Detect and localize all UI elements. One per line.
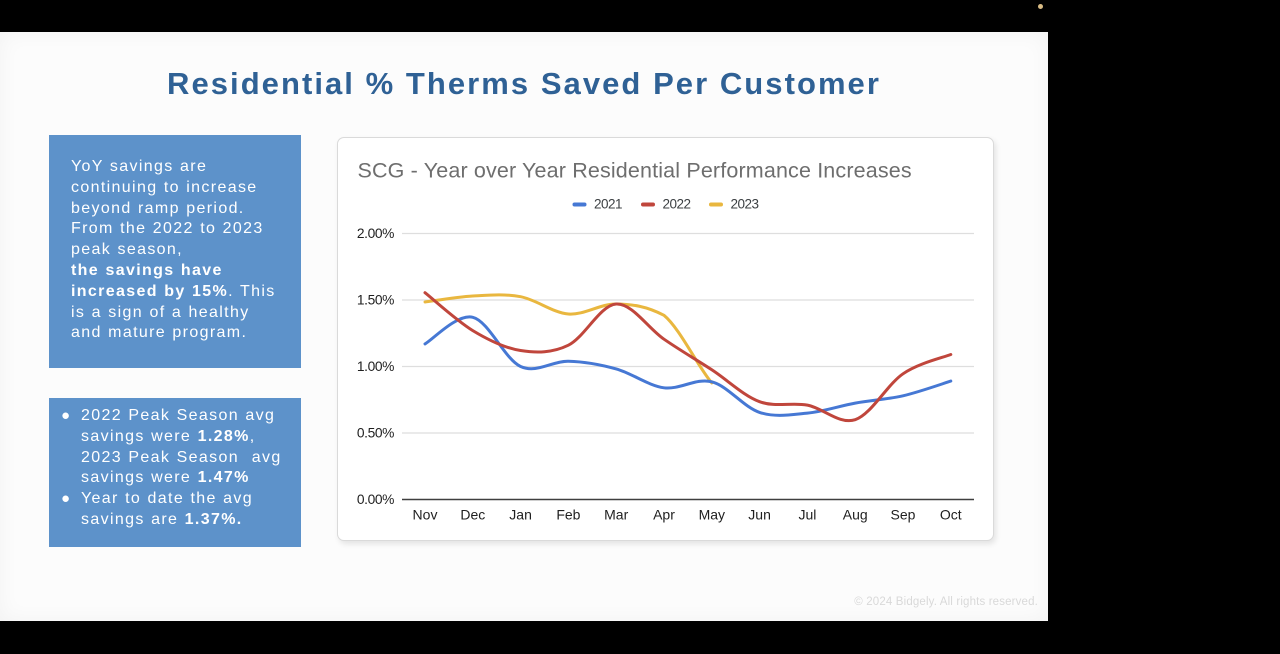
svg-text:Nov: Nov	[413, 507, 438, 523]
svg-text:May: May	[699, 507, 725, 523]
svg-text:Jul: Jul	[798, 507, 816, 523]
svg-text:Jun: Jun	[748, 507, 771, 523]
svg-text:Apr: Apr	[653, 507, 675, 523]
svg-text:0.50%: 0.50%	[357, 426, 394, 441]
svg-text:2021: 2021	[594, 197, 622, 212]
svg-text:SCG - Year over Year Residenti: SCG - Year over Year Residential Perform…	[358, 159, 912, 183]
svg-text:Aug: Aug	[843, 507, 868, 523]
svg-text:2.00%: 2.00%	[357, 226, 394, 241]
svg-text:Oct: Oct	[940, 507, 962, 523]
svg-text:Sep: Sep	[891, 507, 916, 523]
svg-text:Jan: Jan	[509, 507, 532, 523]
svg-text:0.00%: 0.00%	[357, 492, 394, 507]
svg-text:Mar: Mar	[604, 507, 628, 523]
svg-text:Dec: Dec	[460, 507, 485, 523]
svg-text:2022: 2022	[663, 197, 691, 212]
svg-text:2023: 2023	[731, 197, 759, 212]
svg-text:1.00%: 1.00%	[357, 359, 394, 374]
svg-text:1.50%: 1.50%	[357, 293, 394, 308]
svg-text:Feb: Feb	[556, 507, 580, 523]
